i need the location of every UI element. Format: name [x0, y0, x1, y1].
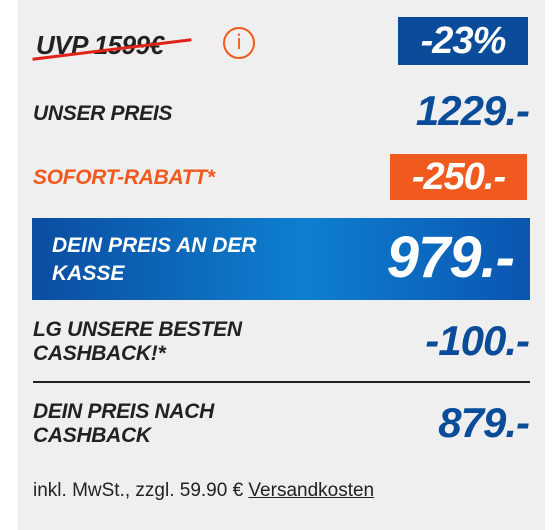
unser-preis-label: UNSER PREIS — [33, 102, 173, 125]
footer-text: inkl. MwSt., zzgl. 59.90 € — [33, 480, 249, 501]
dein-preis-label: DEIN PREIS AN DER KASSE — [52, 234, 257, 285]
discount-badge: -23% — [398, 17, 528, 65]
uvp-price: UVP 1599€ — [32, 30, 192, 61]
preis-nach-cashback-label: DEIN PREIS NACH CASHBACK — [33, 400, 215, 447]
cashback-value: -100.- — [425, 317, 530, 364]
price-panel: UVP 1599€ i -23% UNSER PREIS 1229.- SOFO… — [18, 0, 545, 530]
info-icon[interactable]: i — [223, 27, 255, 59]
dein-preis-banner: DEIN PREIS AN DER KASSE 979.- — [32, 218, 530, 300]
divider — [33, 381, 530, 383]
cashback-label: LG UNSERE BESTEN CASHBACK!* — [33, 318, 242, 365]
sofort-rabatt-value: -250.- — [390, 154, 527, 200]
unser-preis-value: 1229.- — [415, 87, 530, 134]
preis-nach-cashback-value: 879.- — [438, 399, 530, 446]
sofort-rabatt-label: SOFORT-RABATT* — [33, 166, 215, 189]
dein-preis-value: 979.- — [386, 225, 515, 290]
footer-note: inkl. MwSt., zzgl. 59.90 € Versandkosten — [33, 480, 374, 502]
versandkosten-link[interactable]: Versandkosten — [248, 480, 375, 501]
